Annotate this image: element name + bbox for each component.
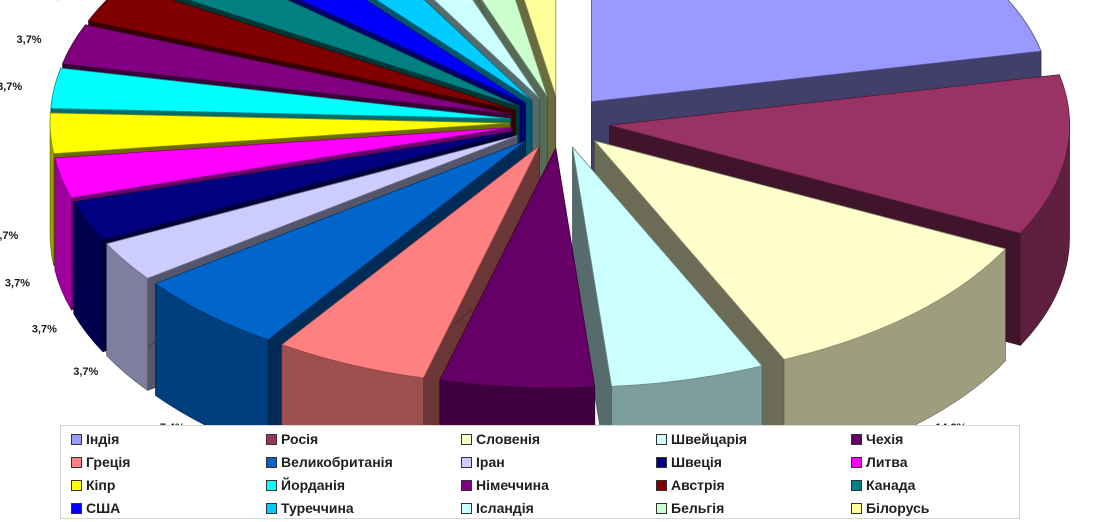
pie-slice <box>280 145 540 425</box>
legend-item: Литва <box>851 452 908 472</box>
legend-label: Литва <box>866 454 908 470</box>
data-label: 3,7% <box>51 0 76 2</box>
data-label: 3,7% <box>0 81 22 93</box>
legend-swatch <box>851 479 862 491</box>
legend-label: Індія <box>86 431 120 447</box>
legend-swatch <box>851 502 862 514</box>
legend-item: США <box>71 498 120 518</box>
legend-label: Греція <box>86 454 131 470</box>
legend-label: США <box>86 500 121 516</box>
legend-item: Росія <box>266 429 318 449</box>
legend-swatch <box>851 433 862 445</box>
data-label: 7,4% <box>160 422 185 425</box>
legend-swatch <box>851 456 862 468</box>
legend-swatch <box>71 433 82 445</box>
legend-item: Ісландія <box>461 498 534 518</box>
legend-label: Австрія <box>671 477 725 493</box>
legend-item: Швейцарія <box>656 429 747 449</box>
pie-slice <box>571 145 763 425</box>
legend-swatch <box>656 456 667 468</box>
data-label: 3,7% <box>17 34 42 46</box>
legend-item: Австрія <box>656 475 725 495</box>
legend-label: Білорусь <box>866 500 930 516</box>
legend-label: Швеція <box>671 454 722 470</box>
legend-swatch <box>266 433 277 445</box>
legend-label: Німеччина <box>476 477 549 493</box>
legend-swatch <box>461 456 472 468</box>
chart-legend: Індія Росія Словенія Швейцарія Чехія Греція Ве… <box>60 425 1020 519</box>
pie-chart: 29,6%14,8%14,8%7,4%7,4%7,4%7,4%3,7%3,7%3… <box>0 0 1070 425</box>
legend-swatch <box>461 479 472 491</box>
legend-label: Швейцарія <box>671 431 748 447</box>
data-label: 3,7% <box>5 277 30 289</box>
legend-label: Словенія <box>476 431 541 447</box>
data-label: 14,8% <box>935 422 966 425</box>
legend-label: Іран <box>476 454 505 470</box>
legend-label: Канада <box>866 477 916 493</box>
legend-swatch <box>461 502 472 514</box>
legend-item: Німеччина <box>461 475 549 495</box>
legend-label: Кіпр <box>86 477 116 493</box>
data-label: 3,7% <box>0 230 19 242</box>
legend-item: Чехія <box>851 429 903 449</box>
legend-label: Великобританія <box>281 454 393 470</box>
legend-label: Бельгія <box>671 500 725 516</box>
legend-item: Йорданія <box>266 475 345 495</box>
legend-label: Ісландія <box>476 500 534 516</box>
legend-swatch <box>461 433 472 445</box>
legend-item: Індія <box>71 429 119 449</box>
pie-data-labels: 29,6%14,8%14,8%7,4%7,4%7,4%7,4%3,7%3,7%3… <box>0 0 967 425</box>
legend-label: Йорданія <box>281 477 346 493</box>
legend-swatch <box>656 479 667 491</box>
pie-slice <box>439 146 596 425</box>
legend-swatch <box>71 502 82 514</box>
legend-item: Білорусь <box>851 498 929 518</box>
legend-item: Іран <box>461 452 505 472</box>
legend-swatch <box>71 456 82 468</box>
pie-slices <box>49 0 1070 425</box>
legend-swatch <box>656 502 667 514</box>
legend-item: Великобританія <box>266 452 393 472</box>
legend-item: Канада <box>851 475 915 495</box>
legend-swatch <box>656 433 667 445</box>
legend-item: Греція <box>71 452 130 472</box>
legend-swatch <box>71 479 82 491</box>
data-label: 3,7% <box>32 323 57 335</box>
legend-swatch <box>266 456 277 468</box>
legend-item: Туреччина <box>266 498 354 518</box>
legend-item: Словенія <box>461 429 540 449</box>
legend-swatch <box>266 479 277 491</box>
legend-label: Туреччина <box>281 500 354 516</box>
legend-swatch <box>266 502 277 514</box>
legend-label: Росія <box>281 431 319 447</box>
legend-item: Бельгія <box>656 498 724 518</box>
legend-label: Чехія <box>866 431 904 447</box>
data-label: 3,7% <box>73 366 98 378</box>
legend-item: Кіпр <box>71 475 115 495</box>
legend-item: Швеція <box>656 452 722 472</box>
